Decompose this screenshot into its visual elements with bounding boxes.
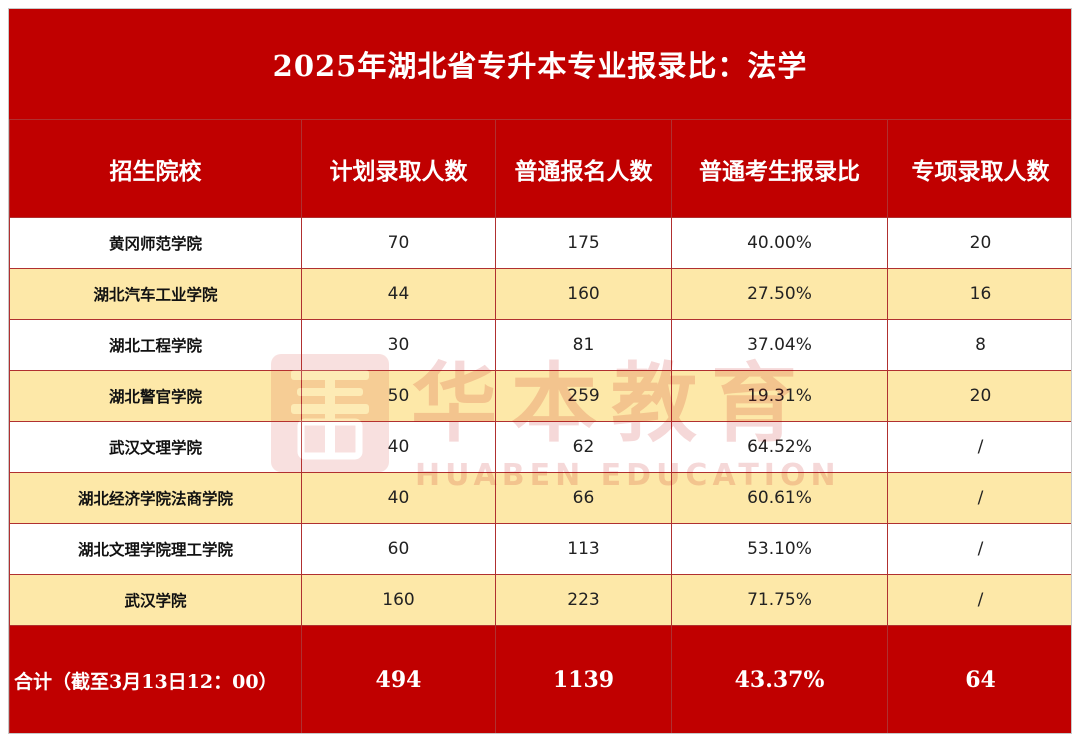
applicants-cell: 223 <box>495 574 672 626</box>
table-row: 武汉学院 160 223 71.75% / <box>9 574 1071 626</box>
special-cell: / <box>887 574 1071 626</box>
special-cell: / <box>887 472 1071 524</box>
total-ratio: 43.37% <box>671 625 888 733</box>
applicants-cell: 81 <box>495 319 672 371</box>
special-cell: 20 <box>887 370 1071 422</box>
plan-cell: 44 <box>301 268 496 320</box>
total-plan: 494 <box>301 625 496 733</box>
ratio-cell: 53.10% <box>671 523 888 575</box>
school-cell: 湖北文理学院理工学院 <box>9 523 302 575</box>
plan-cell: 50 <box>301 370 496 422</box>
special-cell: 16 <box>887 268 1071 320</box>
school-cell: 武汉学院 <box>9 574 302 626</box>
ratio-cell: 27.50% <box>671 268 888 320</box>
total-special: 64 <box>887 625 1071 733</box>
plan-cell: 30 <box>301 319 496 371</box>
table-row: 湖北经济学院法商学院 40 66 60.61% / <box>9 472 1071 524</box>
plan-cell: 160 <box>301 574 496 626</box>
table-row: 湖北工程学院 30 81 37.04% 8 <box>9 319 1071 371</box>
admission-ratio-table: 招生院校 计划录取人数 普通报名人数 普通考生报录比 专项录取人数 黄冈师范学院… <box>9 119 1071 733</box>
table-row: 黄冈师范学院 70 175 40.00% 20 <box>9 217 1071 269</box>
school-cell: 湖北汽车工业学院 <box>9 268 302 320</box>
applicants-cell: 160 <box>495 268 672 320</box>
plan-cell: 60 <box>301 523 496 575</box>
ratio-cell: 71.75% <box>671 574 888 626</box>
school-cell: 武汉文理学院 <box>9 421 302 473</box>
total-label: 合计（截至3月13日12：00） <box>9 625 302 733</box>
school-cell: 湖北工程学院 <box>9 319 302 371</box>
plan-cell: 40 <box>301 472 496 524</box>
school-cell: 湖北经济学院法商学院 <box>9 472 302 524</box>
report-card: 2025年湖北省专升本专业报录比：法学 招生院校 计划录取人数 普通报名人数 普… <box>8 8 1072 734</box>
applicants-cell: 259 <box>495 370 672 422</box>
title-band: 2025年湖北省专升本专业报录比：法学 <box>9 9 1071 119</box>
applicants-cell: 113 <box>495 523 672 575</box>
plan-cell: 70 <box>301 217 496 269</box>
ratio-cell: 64.52% <box>671 421 888 473</box>
ratio-cell: 60.61% <box>671 472 888 524</box>
total-row: 合计（截至3月13日12：00） 494 1139 43.37% 64 <box>9 625 1071 733</box>
school-cell: 湖北警官学院 <box>9 370 302 422</box>
table-header-row: 招生院校 计划录取人数 普通报名人数 普通考生报录比 专项录取人数 <box>9 119 1071 218</box>
special-cell: 20 <box>887 217 1071 269</box>
special-cell: / <box>887 421 1071 473</box>
column-header-ratio: 普通考生报录比 <box>671 119 888 218</box>
special-cell: / <box>887 523 1071 575</box>
ratio-cell: 19.31% <box>671 370 888 422</box>
special-cell: 8 <box>887 319 1071 371</box>
table-row: 湖北文理学院理工学院 60 113 53.10% / <box>9 523 1071 575</box>
applicants-cell: 66 <box>495 472 672 524</box>
table-row: 湖北警官学院 50 259 19.31% 20 <box>9 370 1071 422</box>
applicants-cell: 175 <box>495 217 672 269</box>
total-applicants: 1139 <box>495 625 672 733</box>
column-header-school: 招生院校 <box>9 119 302 218</box>
column-header-special: 专项录取人数 <box>887 119 1071 218</box>
ratio-cell: 37.04% <box>671 319 888 371</box>
table-row: 湖北汽车工业学院 44 160 27.50% 16 <box>9 268 1071 320</box>
column-header-plan: 计划录取人数 <box>301 119 496 218</box>
ratio-cell: 40.00% <box>671 217 888 269</box>
column-header-applicants: 普通报名人数 <box>495 119 672 218</box>
plan-cell: 40 <box>301 421 496 473</box>
school-cell: 黄冈师范学院 <box>9 217 302 269</box>
applicants-cell: 62 <box>495 421 672 473</box>
page-title: 2025年湖北省专升本专业报录比：法学 <box>272 49 808 83</box>
table-row: 武汉文理学院 40 62 64.52% / <box>9 421 1071 473</box>
